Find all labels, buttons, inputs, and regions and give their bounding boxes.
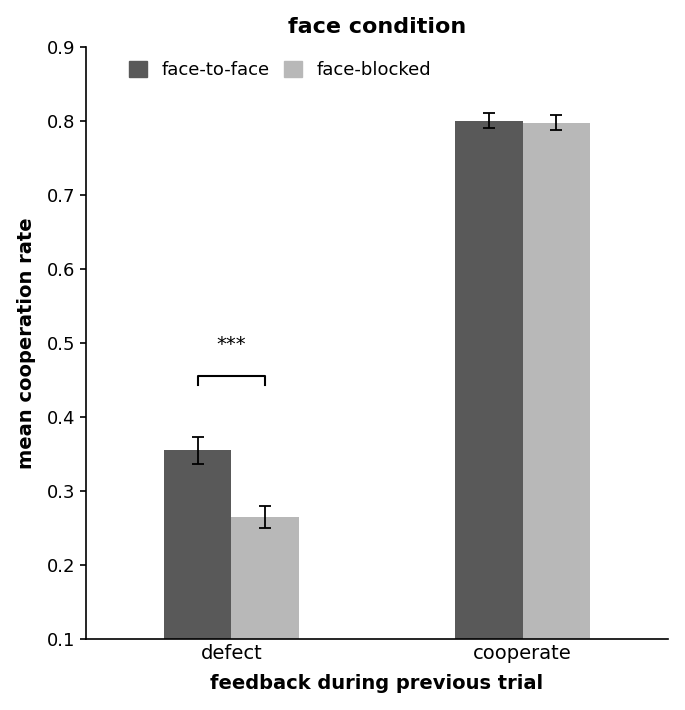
Bar — [232, 517, 299, 640]
Title: face condition: face condition — [288, 16, 466, 37]
Legend: face-to-face, face-blocked: face-to-face, face-blocked — [124, 55, 437, 84]
X-axis label: feedback during previous trial: feedback during previous trial — [210, 674, 544, 694]
Y-axis label: mean cooperation rate: mean cooperation rate — [16, 217, 36, 469]
Bar — [164, 450, 232, 640]
Bar — [523, 123, 590, 640]
Bar — [456, 121, 523, 640]
Text: ***: *** — [216, 335, 246, 354]
